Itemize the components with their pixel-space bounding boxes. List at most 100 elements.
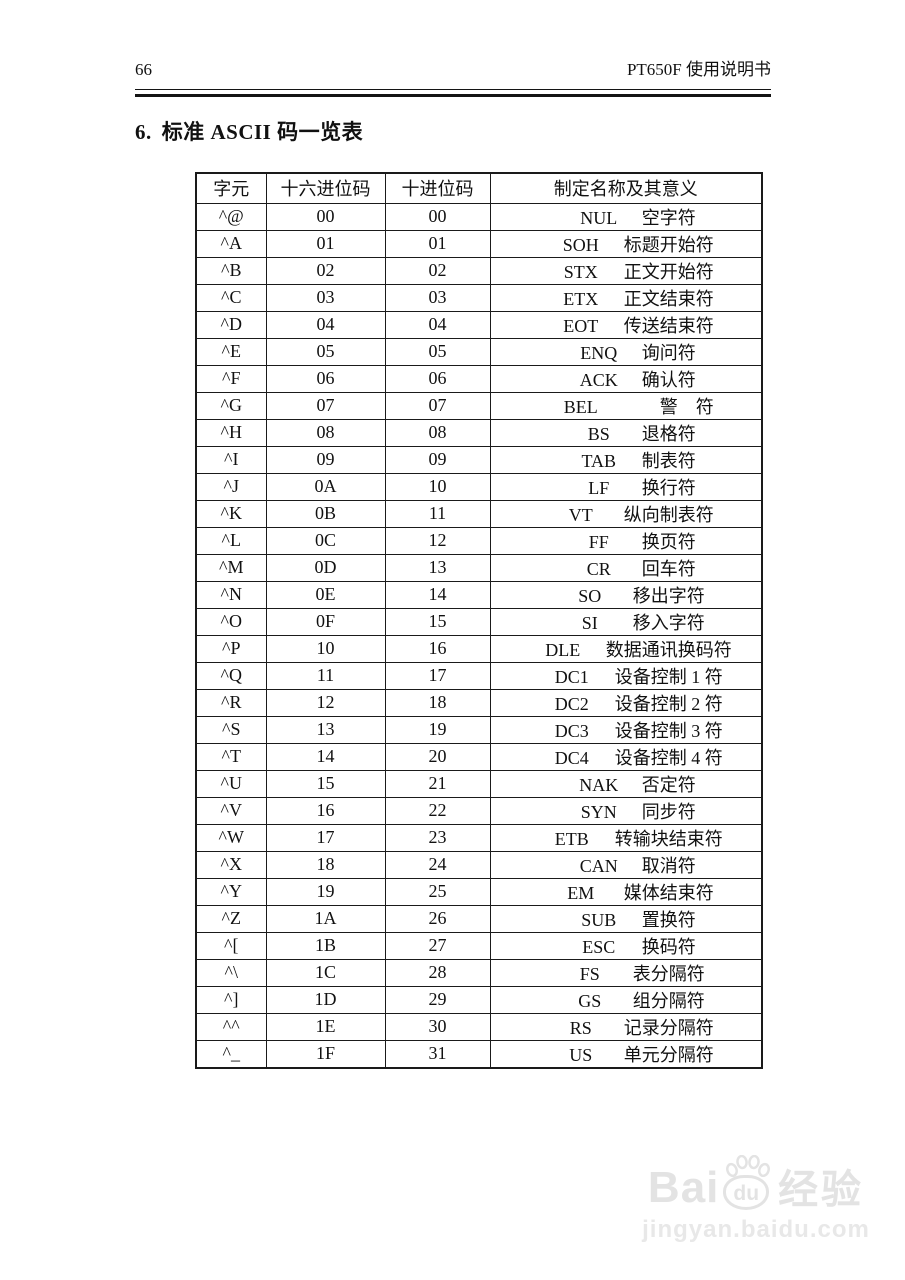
table-row: ^E 05 05 ENQ 询问符 [195,337,763,366]
table-row: ^B 02 02 STX 正文开始符 [195,256,763,285]
hex-cell: 1A [265,904,386,933]
code-abbreviation: US [569,1044,593,1065]
char-cell: ^G [195,391,267,420]
ascii-code-table: 字元 十六进位码 十进位码 制定名称及其意义 ^@ 00 00 NUL 空字符 ^A 01 0… [195,172,763,1069]
code-meaning: 空字符 [641,207,696,228]
char-cell: ^I [195,445,267,474]
column-header-hex: 十六进位码 [265,172,386,204]
code-meaning: 回车符 [641,558,696,579]
code-meaning: 否定符 [641,774,696,795]
name-cell: SUB 置换符 [489,904,763,933]
table-header-row: 字元 十六进位码 十进位码 制定名称及其意义 [195,172,763,204]
code-abbreviation: DC4 [554,747,589,768]
header-rule-thin-line [135,89,771,90]
code-meaning: 询问符 [641,342,696,363]
hex-cell: 07 [265,391,386,420]
code-meaning: 取消符 [641,855,696,876]
table-row: ^T 14 20 DC4 设备控制 4 符 [195,742,763,771]
name-cell: EM 媒体结束符 [489,877,763,906]
table-row: ^\ 1C 28 FS 表分隔符 [195,958,763,987]
dec-cell: 07 [384,391,491,420]
name-cell: RS 记录分隔符 [489,1012,763,1041]
table-row: ^Y 19 25 EM 媒体结束符 [195,877,763,906]
code-abbreviation: CR [586,558,611,579]
table-row: ^S 13 19 DC3 设备控制 3 符 [195,715,763,744]
name-cell: BS 退格符 [489,418,763,447]
char-cell: ^V [195,796,267,825]
hex-cell: 03 [265,283,386,312]
name-cell: SOH 标题开始符 [489,229,763,258]
hex-cell: 19 [265,877,386,906]
code-abbreviation: DC1 [554,666,589,687]
dec-cell: 12 [384,526,491,555]
document-title: PT650F 使用说明书 [626,60,771,79]
char-cell: ^O [195,607,267,636]
dec-cell: 22 [384,796,491,825]
char-cell: ^_ [195,1039,267,1068]
hex-cell: 08 [265,418,386,447]
dec-cell: 10 [384,472,491,501]
code-meaning: 记录分隔符 [623,1017,714,1038]
code-meaning: 设备控制 3 符 [614,720,723,741]
dec-cell: 20 [384,742,491,771]
char-cell: ^[ [195,931,267,960]
table-row: ^] 1D 29 GS 组分隔符 [195,985,763,1014]
table-row: ^R 12 18 DC2 设备控制 2 符 [195,688,763,717]
char-cell: ^Q [195,661,267,690]
code-meaning: 传送结束符 [623,315,714,336]
code-meaning: 退格符 [641,423,696,444]
hex-cell: 10 [265,634,386,663]
code-meaning: 设备控制 2 符 [614,693,723,714]
char-cell: ^Y [195,877,267,906]
hex-cell: 14 [265,742,386,771]
dec-cell: 09 [384,445,491,474]
table-row: ^J 0A 10 LF 换行符 [195,472,763,501]
hex-cell: 1E [265,1012,386,1041]
name-cell: ESC 换码符 [489,931,763,960]
watermark-brand: Bai du 经验 [636,1155,876,1210]
char-cell: ^M [195,553,267,582]
char-cell: ^\ [195,958,267,987]
table-row: ^^ 1E 30 RS 记录分隔符 [195,1012,763,1041]
name-cell: FF 换页符 [489,526,763,555]
char-cell: ^J [195,472,267,501]
table-row: ^F 06 06 ACK 确认符 [195,364,763,393]
code-abbreviation: DC3 [554,720,589,741]
char-cell: ^B [195,256,267,285]
char-cell: ^D [195,310,267,339]
name-cell: ETX 正文结束符 [489,283,763,312]
dec-cell: 05 [384,337,491,366]
code-abbreviation: BS [587,423,610,444]
watermark-du-wrap: du [723,1155,771,1210]
dec-cell: 27 [384,931,491,960]
dec-cell: 03 [384,283,491,312]
code-meaning: 移入字符 [632,612,705,633]
char-cell: ^] [195,985,267,1014]
table-row: ^G 07 07 BEL 警 符 [195,391,763,420]
code-abbreviation: ENQ [580,342,618,363]
dec-cell: 02 [384,256,491,285]
code-abbreviation: RS [569,1017,592,1038]
dec-cell: 25 [384,877,491,906]
char-cell: ^H [195,418,267,447]
hex-cell: 09 [265,445,386,474]
dec-cell: 28 [384,958,491,987]
char-cell: ^^ [195,1012,267,1041]
table-row: ^K 0B 11 VT 纵向制表符 [195,499,763,528]
dec-cell: 04 [384,310,491,339]
code-abbreviation: SYN [580,801,617,822]
name-cell: DC1 设备控制 1 符 [489,661,763,690]
code-abbreviation: EM [567,882,595,903]
watermark-du-text: du [723,1175,770,1210]
name-cell: SYN 同步符 [489,796,763,825]
name-cell: GS 组分隔符 [489,985,763,1014]
hex-cell: 0F [265,607,386,636]
hex-cell: 12 [265,688,386,717]
name-cell: BEL 警 符 [489,391,763,420]
hex-cell: 1C [265,958,386,987]
paw-print-icon [726,1155,771,1177]
name-cell: LF 换行符 [489,472,763,501]
code-abbreviation: ESC [582,936,616,957]
name-cell: EOT 传送结束符 [489,310,763,339]
dec-cell: 13 [384,553,491,582]
